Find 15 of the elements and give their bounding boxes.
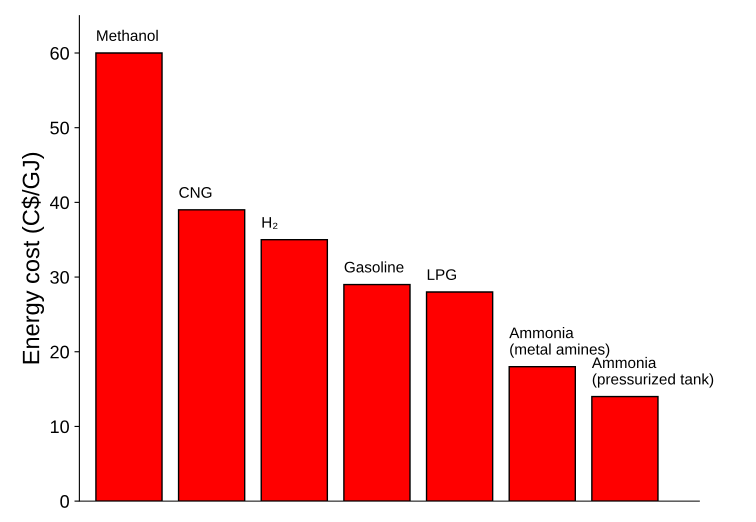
y-tick-label: 50	[50, 122, 69, 134]
x-tick-label: LPG	[428, 269, 456, 280]
x-tick-label: Gasoline	[344, 261, 404, 273]
x-tick-label: Ammonia (pressurized tank)	[592, 356, 714, 388]
y-tick-label: 20	[50, 346, 69, 358]
y-tick-label: 30	[50, 270, 69, 284]
y-tick-label: 0	[60, 495, 69, 508]
x-tick-label: H₂	[262, 217, 278, 229]
y-tick-label: 60	[50, 46, 69, 60]
y-tick-label: 40	[50, 196, 69, 210]
x-tick-label: CNG	[179, 187, 212, 198]
x-tick-label: Methanol	[97, 30, 158, 42]
y-axis-title: Energy cost (C$/GJ)	[22, 152, 44, 364]
x-tick-label: Ammonia (metal amines)	[509, 327, 610, 358]
y-tick-label: 10	[50, 420, 69, 434]
